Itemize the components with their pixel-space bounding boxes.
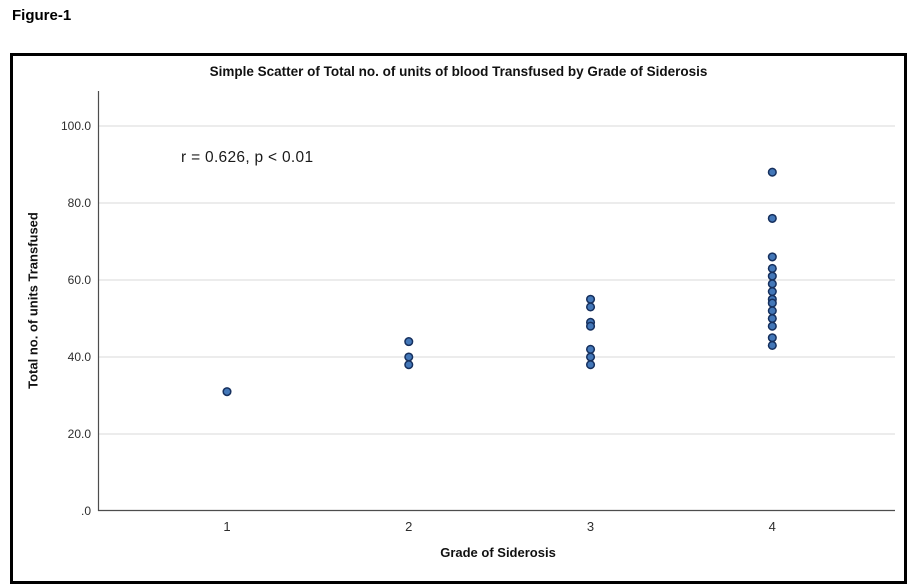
data-point bbox=[585, 321, 596, 331]
y-axis-title: Total no. of units Transfused bbox=[25, 212, 41, 389]
data-point bbox=[585, 352, 596, 362]
x-tick-label: 3 bbox=[586, 519, 595, 534]
data-point bbox=[767, 167, 777, 177]
data-point bbox=[767, 340, 777, 350]
figure-label: Figure-1 bbox=[12, 7, 72, 24]
data-point bbox=[585, 344, 596, 354]
data-point bbox=[767, 213, 777, 223]
data-point bbox=[767, 287, 777, 297]
plot-area bbox=[97, 91, 895, 512]
data-point bbox=[767, 271, 777, 281]
data-point bbox=[222, 387, 232, 397]
data-point bbox=[767, 313, 777, 324]
x-tick-label: 1 bbox=[223, 519, 231, 534]
chart-frame: Simple Scatter of Total no. of units of … bbox=[10, 53, 907, 584]
data-point bbox=[767, 298, 777, 308]
data-point bbox=[585, 360, 596, 370]
data-point bbox=[585, 294, 596, 304]
data-point bbox=[585, 302, 596, 312]
data-point bbox=[404, 352, 414, 362]
y-tick-label: 40.0 bbox=[67, 350, 91, 364]
x-tick-label: 4 bbox=[768, 519, 776, 534]
y-tick-label: 20.0 bbox=[67, 427, 91, 441]
chart-title: Simple Scatter of Total no. of units of … bbox=[209, 64, 708, 79]
data-point bbox=[767, 333, 777, 343]
data-point bbox=[404, 337, 414, 347]
correlation-annotation: r = 0.626, p < 0.01 bbox=[181, 149, 314, 166]
x-axis-title: Grade of Siderosis bbox=[440, 545, 556, 560]
y-tick-label: 100.0 bbox=[60, 119, 91, 133]
data-point bbox=[767, 252, 777, 262]
data-point bbox=[404, 360, 414, 370]
y-tick-label: 60.0 bbox=[67, 273, 91, 287]
scatter-canvas bbox=[97, 91, 895, 512]
x-tick-label: 2 bbox=[405, 519, 413, 534]
data-point bbox=[767, 279, 777, 289]
data-point bbox=[767, 263, 777, 273]
y-tick-label: .0 bbox=[80, 504, 91, 518]
data-point bbox=[767, 321, 777, 331]
y-tick-label: 80.0 bbox=[67, 196, 91, 210]
data-point bbox=[767, 306, 777, 316]
